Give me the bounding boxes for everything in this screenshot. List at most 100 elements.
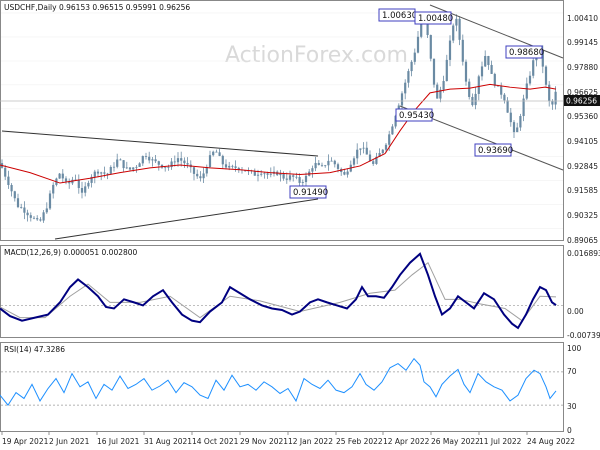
moving-average-line	[0, 83, 557, 184]
annotation-0.91490: 0.91490	[289, 185, 328, 199]
candlestick	[474, 87, 477, 110]
price-tick: 0.92845	[567, 162, 598, 171]
candlestick	[23, 201, 26, 220]
candlestick	[224, 159, 228, 170]
candlestick	[506, 97, 509, 113]
candlestick	[426, 21, 429, 39]
candlestick	[532, 57, 535, 79]
candlestick	[221, 154, 224, 169]
price-panel-title: USDCHF,Daily 0.96153 0.96515 0.95991 0.9…	[4, 3, 190, 12]
macd-signal-line	[0, 261, 557, 322]
candlestick	[477, 74, 480, 101]
candlestick	[381, 148, 384, 156]
macd-y-axis: 0.016893 0.00 -0.007393	[567, 249, 600, 340]
watermark: ActionForex.com	[225, 43, 408, 68]
candlestick	[487, 55, 490, 70]
candlestick	[445, 54, 448, 82]
candlestick	[48, 190, 52, 211]
candlestick	[29, 212, 32, 222]
candlestick	[7, 170, 10, 189]
candlestick	[36, 215, 39, 221]
candlestick	[330, 157, 333, 162]
candlestick	[455, 14, 458, 32]
candlestick	[26, 209, 29, 222]
candlestick	[519, 113, 522, 131]
candlestick	[45, 202, 48, 214]
candlestick	[480, 61, 484, 81]
candlestick	[263, 171, 266, 179]
candlestick	[32, 215, 36, 220]
candlestick	[368, 150, 372, 162]
price-tick: 0.94105	[567, 137, 598, 146]
annotation-1.00480: 1.00480	[414, 11, 453, 25]
candlestick	[192, 166, 196, 181]
candlestick	[410, 60, 413, 77]
candlestick	[157, 160, 160, 171]
candlestick	[52, 182, 55, 199]
candlestick	[39, 217, 42, 222]
candlestick	[202, 167, 205, 183]
candlestick	[548, 81, 551, 107]
annotation-0.95430: 0.95430	[395, 108, 434, 122]
svg-text:0.95430: 0.95430	[399, 111, 434, 121]
macd-panel-frame	[0, 245, 564, 338]
candlestick	[461, 34, 464, 66]
candlestick	[119, 158, 122, 161]
last-price-box	[564, 95, 600, 106]
candlestick	[42, 209, 45, 223]
candlestick	[218, 148, 221, 157]
trendline-triangle-bottom	[54, 198, 319, 240]
candlestick	[231, 164, 234, 169]
candlestick	[512, 120, 516, 138]
candlestick	[279, 169, 282, 182]
candlestick	[141, 155, 144, 167]
candlestick	[93, 169, 96, 184]
x-tick-label: 24 Aug 2022	[527, 437, 575, 446]
candlestick	[87, 180, 90, 189]
trendline-triangle-top	[1, 130, 319, 157]
annotation-1.00630: 1.00630	[378, 8, 417, 22]
candlestick	[215, 149, 218, 153]
price-y-axis: 1.00410 0.99145 0.97880 0.96625 0.95360 …	[567, 14, 598, 245]
candlestick	[356, 143, 359, 165]
candlestick	[90, 174, 93, 188]
candlestick	[436, 82, 439, 99]
rsi-series	[0, 357, 563, 406]
candlestick	[138, 162, 141, 167]
price-series	[0, 12, 563, 229]
price-tick: 0.95360	[567, 112, 598, 121]
candlestick	[327, 154, 330, 171]
candlestick	[282, 171, 285, 181]
svg-text:0.98680: 0.98680	[509, 48, 544, 58]
x-tick-label: 14 Oct 2021	[192, 437, 239, 446]
price-tick: 0.96625	[567, 88, 598, 97]
candlestick	[391, 124, 394, 135]
candlestick	[64, 176, 68, 185]
price-tick: 0.89065	[567, 236, 598, 245]
candlestick	[74, 174, 77, 181]
candlestick	[266, 171, 269, 179]
candlestick	[84, 182, 87, 197]
candlestick	[333, 159, 336, 168]
candlestick	[109, 165, 112, 175]
candlestick	[61, 169, 64, 183]
candlestick	[320, 162, 324, 168]
candlestick	[183, 157, 186, 168]
candlestick	[375, 152, 378, 165]
candlestick	[503, 93, 506, 104]
macd-line	[0, 252, 557, 330]
candlestick	[458, 16, 461, 46]
candlestick	[151, 157, 154, 167]
candlestick	[144, 152, 148, 160]
x-tick-label: 25 Feb 2022	[336, 437, 383, 446]
x-tick-label: 31 Aug 2021	[144, 437, 192, 446]
candlestick	[311, 165, 314, 178]
candlestick	[448, 35, 452, 67]
rsi-panel-frame	[0, 342, 564, 432]
candlestick	[528, 71, 532, 86]
candlestick	[365, 141, 368, 155]
date-x-axis: 19 Apr 2021 2 Jun 2021 16 Jul 2021 31 Aug 2…	[1, 432, 575, 446]
svg-text:0.93690: 0.93690	[478, 146, 513, 156]
candlestick	[522, 94, 525, 122]
candlestick	[205, 164, 208, 177]
